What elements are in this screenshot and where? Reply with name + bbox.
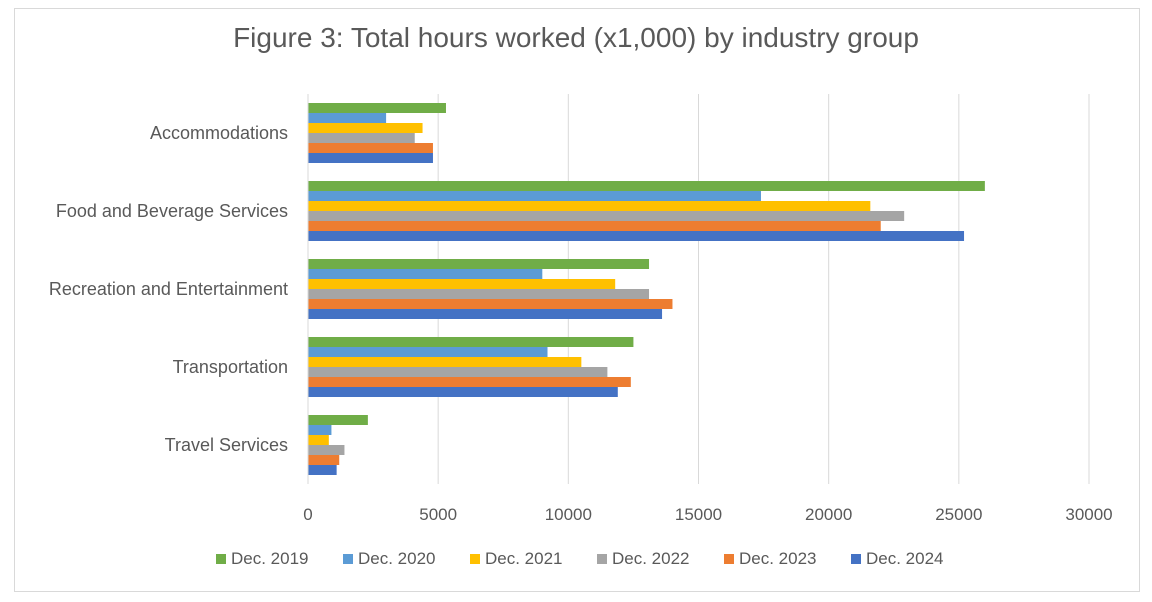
legend-swatch [724, 554, 734, 564]
x-tick-label: 0 [303, 505, 312, 524]
legend-swatch [343, 554, 353, 564]
bar [308, 211, 905, 221]
x-tick-label: 15000 [675, 505, 722, 524]
bar [308, 337, 634, 347]
x-tick-label: 10000 [545, 505, 592, 524]
bar [308, 455, 340, 465]
legend-label: Dec. 2023 [739, 549, 817, 568]
x-tick-label: 5000 [419, 505, 457, 524]
bar [308, 309, 663, 319]
legend-swatch [851, 554, 861, 564]
bar [308, 377, 631, 387]
legend-label: Dec. 2022 [612, 549, 690, 568]
bar [308, 357, 582, 367]
bar [308, 279, 616, 289]
bar [308, 221, 881, 231]
legend-swatch [216, 554, 226, 564]
legend: Dec. 2019 Dec. 2020 Dec. 2021 Dec. 2022 Dec.… [216, 549, 944, 568]
legend-label: Dec. 2019 [231, 549, 309, 568]
bar [308, 191, 761, 201]
axes: 0 5000 10000 15000 20000 25000 30000 Accommodat… [49, 94, 1113, 524]
bar [308, 465, 337, 475]
category-label: Accommodations [150, 123, 288, 143]
category-label: Travel Services [165, 435, 288, 455]
category-label: Food and Beverage Services [56, 201, 288, 221]
bar [308, 103, 446, 113]
bar [308, 113, 387, 123]
bar [308, 347, 548, 357]
legend-swatch [597, 554, 607, 564]
bar [308, 259, 650, 269]
bar [308, 289, 650, 299]
bar [308, 269, 543, 279]
bar [308, 201, 871, 211]
category-label: Transportation [173, 357, 288, 377]
bar [308, 445, 345, 455]
bar [308, 415, 368, 425]
bar [308, 387, 618, 397]
bar [308, 435, 329, 445]
legend-label: Dec. 2024 [866, 549, 944, 568]
bar [308, 231, 965, 241]
bars [308, 103, 985, 475]
x-tick-label: 30000 [1065, 505, 1112, 524]
x-tick-label: 25000 [935, 505, 982, 524]
bar [308, 123, 423, 133]
bar [308, 153, 433, 163]
bar [308, 367, 608, 377]
bar [308, 299, 673, 309]
legend-swatch [470, 554, 480, 564]
legend-label: Dec. 2020 [358, 549, 436, 568]
bar [308, 143, 433, 153]
bar [308, 133, 415, 143]
legend-label: Dec. 2021 [485, 549, 563, 568]
chart-title: Figure 3: Total hours worked (x1,000) by… [233, 22, 919, 53]
category-label: Recreation and Entertainment [49, 279, 288, 299]
x-tick-label: 20000 [805, 505, 852, 524]
bar [308, 181, 985, 191]
bar [308, 425, 332, 435]
